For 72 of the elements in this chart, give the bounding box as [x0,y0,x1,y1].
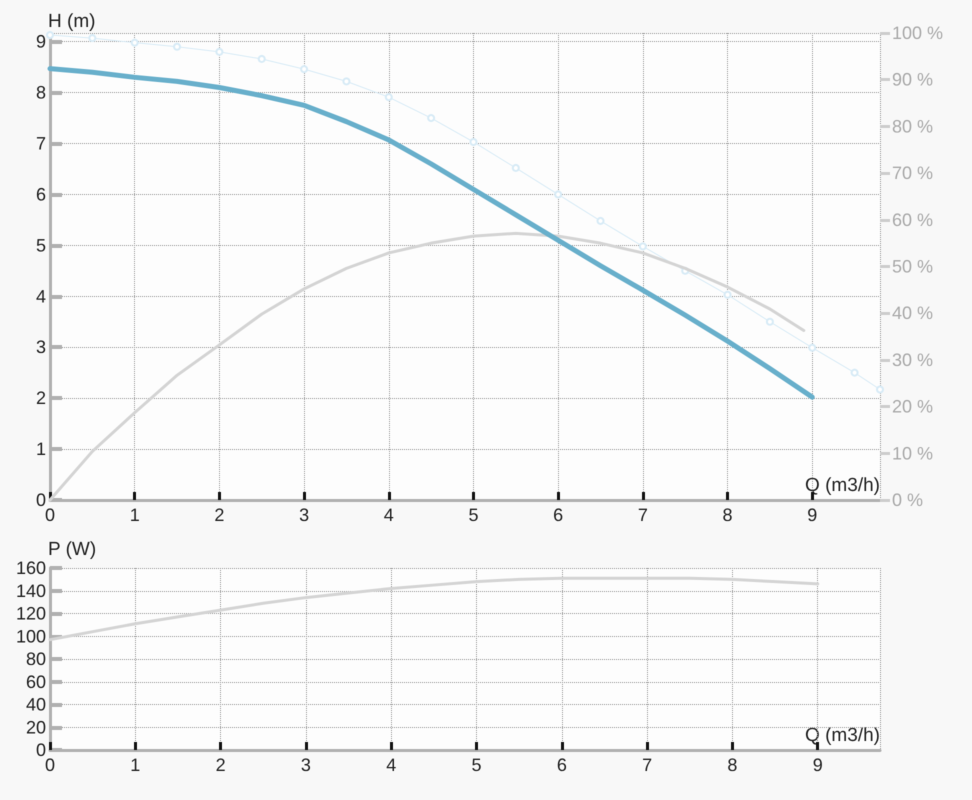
point [300,65,308,74]
line-series [48,576,820,642]
y-tick-label: 0 [36,740,46,760]
y-tick-label: 20 [26,717,46,738]
x-tick-label: 6 [553,505,564,525]
x-tick-label: 1 [130,505,140,525]
point [342,77,350,86]
y-axis-title: P (W) [48,539,96,560]
point [724,290,732,299]
y2-tick-label: 80 % [892,116,934,136]
y-tick-label: 60 [26,672,46,692]
x-tick-label: 9 [812,755,823,775]
line-series [48,232,806,502]
point [46,31,54,40]
x-tick-label: 7 [638,505,648,525]
y-tick-label: 4 [36,286,46,306]
point [173,42,182,51]
y2-tick-label: 90 % [892,70,934,90]
point [427,114,436,122]
point [850,368,859,377]
y-tick-label: 40 [26,694,46,714]
x-tick-label: 3 [300,755,311,775]
point [808,344,816,352]
point [384,93,393,102]
point [596,216,605,225]
x-tick-label: 2 [214,505,224,525]
y-tick-label: 140 [16,580,46,601]
y-tick-label: 80 [26,649,46,669]
y2-tick-label: 0 % [892,490,924,510]
x-tick-label: 6 [556,755,567,775]
y-axis-title: H (m) [48,11,96,32]
x-tick-label: 3 [299,505,310,525]
y-tick-label: 0 [36,490,46,510]
y2-tick-label: 60 % [892,210,934,230]
y-tick-label: 100 [16,626,46,646]
point [554,190,562,198]
y2-tick-label: 50 % [892,256,934,276]
y-tick-label: 2 [36,388,46,408]
y2-tick-label: 100 % [892,23,944,43]
x-tick-label: 7 [642,755,652,775]
y-tick-label: 5 [36,235,46,256]
point [638,242,647,250]
y2-tick-label: 20 % [892,396,934,417]
point [130,38,139,47]
x-tick-label: 8 [722,505,733,525]
y-tick-label: 6 [36,184,46,204]
y2-tick-label: 30 % [892,350,934,370]
point [876,385,884,394]
y-tick-label: 3 [36,337,46,358]
x-tick-label: 4 [384,505,394,525]
y-tick-label: 160 [16,558,46,578]
point [512,164,520,172]
x-tick-label: 5 [468,505,478,525]
x-tick-label: 1 [130,755,140,775]
x-tick-label: 9 [807,505,818,525]
y-tick-label: 8 [36,82,46,103]
y-tick-label: 120 [16,604,46,624]
y-tick-label: 7 [36,134,46,154]
y2-tick-label: 40 % [892,303,934,324]
x-tick-label: 5 [472,755,482,775]
y2-tick-label: 70 % [892,163,934,184]
y2-tick-label: 10 % [892,443,934,464]
x-tick-label: 2 [216,755,226,775]
point [215,48,224,56]
point [258,54,266,63]
x-tick-label: 4 [386,755,396,775]
point [469,138,478,146]
x-tick-label: 8 [727,755,738,775]
y-tick-label: 9 [36,32,46,52]
point [88,34,96,42]
y-tick-label: 1 [36,439,46,460]
point [766,318,774,326]
